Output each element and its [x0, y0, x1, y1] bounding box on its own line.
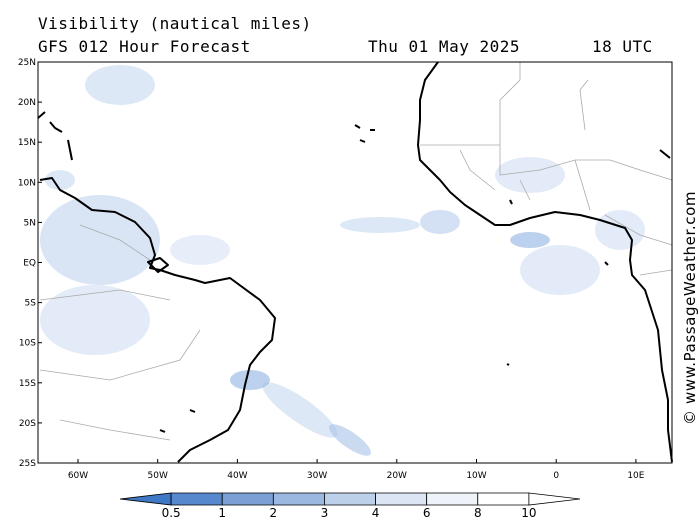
forecast-model-label: GFS 012 Hour Forecast: [38, 37, 251, 56]
coastlines: [37, 61, 673, 463]
latitude-label: 10N: [18, 178, 36, 188]
colorbar-segment: [324, 492, 376, 506]
visibility-colorbar: 0.5 1 2 3 4 6 8 10: [119, 492, 581, 520]
latitude-label: 5S: [25, 299, 37, 309]
colorbar-segment: [221, 492, 274, 506]
colorbar-label: 1: [218, 506, 226, 520]
map-title: Visibility (nautical miles): [38, 14, 312, 33]
latitude-label: 25S: [19, 459, 36, 469]
colorbar-label: 3: [321, 506, 329, 520]
longitude-label: 20W: [387, 471, 407, 481]
longitude-label: 60W: [68, 471, 88, 481]
colorbar-label: 2: [270, 506, 278, 520]
colorbar-label: 6: [423, 506, 431, 520]
longitude-axis: 60W 50W 40W 30W 20W 10W 0 10E: [68, 459, 645, 481]
colorbar-segment: [426, 492, 479, 506]
longitude-label: 10W: [466, 471, 486, 481]
latitude-label: EQ: [23, 259, 36, 269]
colorbar-segment: [170, 492, 223, 506]
latitude-label: 5N: [24, 218, 36, 228]
colorbar-label: 4: [372, 506, 380, 520]
copyright-label: © www.PassageWeather.com: [681, 190, 699, 425]
latitude-axis: 25N 20N 15N 10N 5N EQ 5S 10S 15S 20S 25S: [18, 58, 42, 469]
longitude-label: 40W: [227, 471, 247, 481]
latitude-label: 20N: [18, 98, 36, 108]
latitude-label: 20S: [19, 419, 36, 429]
country-borders: [39, 62, 673, 441]
forecast-date-label: Thu 01 May 2025: [368, 37, 520, 56]
colorbar-label: 0.5: [162, 506, 181, 520]
visibility-haze-patches: [40, 65, 645, 456]
latitude-label: 25N: [18, 58, 36, 68]
colorbar-segment: [119, 492, 172, 506]
colorbar-segment: [272, 492, 325, 506]
longitude-label: 50W: [148, 471, 168, 481]
colorbar-label: 8: [474, 506, 482, 520]
latitude-label: 10S: [19, 339, 36, 349]
longitude-label: 0: [553, 471, 559, 481]
longitude-label: 10E: [627, 471, 644, 481]
colorbar-segment: [477, 492, 530, 506]
forecast-time-label: 18 UTC: [592, 37, 653, 56]
colorbar-segment: [375, 492, 428, 506]
colorbar-label: 10: [521, 506, 536, 520]
longitude-label: 30W: [307, 471, 327, 481]
latitude-label: 15S: [19, 379, 36, 389]
colorbar-segment: [528, 492, 581, 506]
latitude-label: 15N: [18, 138, 36, 148]
